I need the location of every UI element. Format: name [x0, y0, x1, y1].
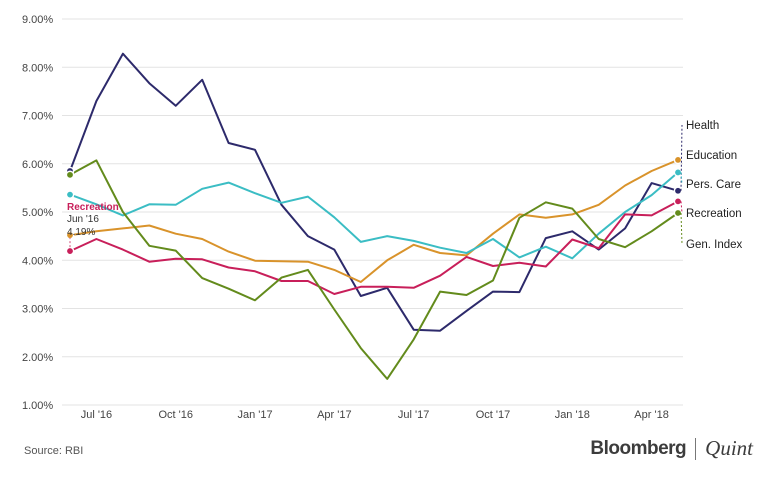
x-tick-label: Jan '18	[555, 409, 590, 421]
series-line-recreation	[69, 200, 679, 295]
y-tick-label: 1.00%	[22, 400, 53, 412]
line-chart: 1.00% 2.00% 3.00% 4.00% 5.00% 6.00% 7.00% 8.00%…	[22, 14, 743, 421]
start-point-gen-index	[65, 170, 75, 180]
end-point-recreation	[673, 197, 683, 206]
x-tick-label: Oct '17	[476, 409, 511, 421]
legend-leader-gen-index	[680, 212, 683, 245]
y-tick-label: 4.00%	[22, 255, 53, 267]
legend-leader-health	[680, 124, 683, 191]
legend-label-pers-care: Pers. Care	[686, 179, 741, 191]
annotation-value: 4.19%	[67, 227, 95, 238]
brand-sub-text: Quint	[705, 436, 753, 460]
x-tick-label: Jul '17	[398, 409, 429, 421]
legend-label-health: Health	[686, 120, 719, 132]
end-point-health	[673, 186, 683, 196]
y-tick-label: 2.00%	[22, 352, 53, 364]
start-point-recreation	[65, 246, 75, 256]
brand-divider	[695, 437, 697, 460]
start-point-pers-care	[65, 190, 75, 199]
grid-lines	[62, 18, 683, 406]
annotation-series-name: Recreation	[67, 202, 119, 213]
legend-label-education: Education	[686, 150, 737, 162]
x-tick-label: Apr '18	[634, 409, 669, 421]
y-tick-label: 3.00%	[22, 304, 53, 316]
x-tick-label: Jan '17	[237, 409, 272, 421]
end-point-gen-index	[673, 208, 683, 218]
series-line-health	[69, 52, 679, 332]
series-line-pers-care	[69, 171, 679, 260]
series-line-gen-index	[69, 159, 679, 380]
legend-leader-pers-care	[680, 172, 683, 185]
y-tick-label: 7.00%	[22, 111, 53, 123]
legend-leader-recreation	[680, 201, 683, 214]
brand-main-text: Bloomberg	[590, 437, 687, 459]
x-tick-label: Apr '17	[317, 409, 352, 421]
legend: Health Education Pers. Care Recreation Gen. …	[680, 120, 743, 251]
brand-logo: Bloomberg Quint	[590, 436, 753, 461]
y-tick-label: 8.00%	[22, 62, 53, 74]
recreation-annotation: Recreation Jun '16 4.19%	[67, 202, 119, 248]
x-tick-label: Jul '16	[81, 409, 112, 421]
x-axis-ticks: Jul '16 Oct '16 Jan '17 Apr '17 Jul '17 Oct '…	[81, 409, 669, 421]
y-tick-label: 9.00%	[22, 14, 53, 26]
end-point-education	[673, 155, 683, 165]
legend-label-gen-index: Gen. Index	[686, 239, 743, 251]
y-tick-label: 5.00%	[22, 207, 53, 219]
legend-label-recreation: Recreation	[686, 208, 742, 220]
y-tick-label: 6.00%	[22, 159, 53, 171]
x-tick-label: Oct '16	[158, 409, 193, 421]
end-point-pers-care	[673, 168, 683, 177]
series-endpoints	[65, 155, 683, 256]
series-lines	[69, 52, 679, 380]
series-line-education	[69, 158, 679, 283]
y-axis-ticks: 1.00% 2.00% 3.00% 4.00% 5.00% 6.00% 7.00% 8.00%…	[22, 14, 53, 412]
annotation-date: Jun '16	[67, 214, 99, 225]
source-note: Source: RBI	[24, 445, 84, 457]
